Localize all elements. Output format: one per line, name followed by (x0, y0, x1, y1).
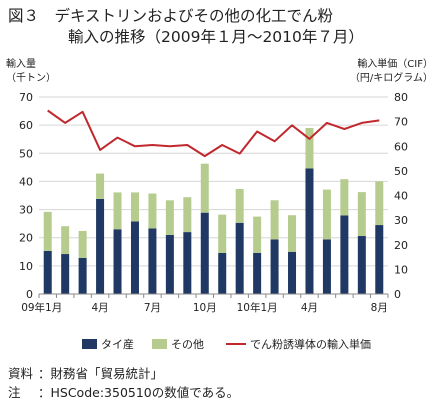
bar-tai (148, 228, 157, 294)
source-note-text: ：財務省「貿易統計」 (38, 366, 164, 381)
bar-other (305, 127, 314, 169)
left-axis-tick-label: 50 (19, 147, 33, 160)
right-axis-tick-label: 50 (394, 165, 408, 178)
x-axis-tick-label: 10月 (193, 302, 217, 314)
bar-tai (375, 225, 384, 294)
bar-other (288, 215, 297, 252)
chart-title-line2: 輸入の推移（2009年１月〜2010年７月） (68, 28, 364, 46)
x-axis-tick-label: 4月 (301, 302, 318, 314)
bar-tai (113, 229, 122, 294)
bar-other (200, 163, 209, 213)
right-axis-header: 輸入単価（CIF） （円/キログラム） (350, 58, 433, 86)
bar-other (61, 226, 70, 255)
bar-other (322, 189, 331, 240)
bar-other (218, 214, 227, 253)
bar-other (340, 179, 349, 216)
bar-other (270, 200, 279, 240)
left-axis-tick-label: 0 (26, 288, 33, 301)
bar-other (357, 192, 366, 237)
bar-other (113, 192, 122, 230)
bar-tai (218, 252, 227, 294)
right-axis-tick-label: 20 (394, 239, 408, 252)
left-axis-tick-label: 70 (19, 91, 33, 104)
right-axis-header-line1: 輸入単価（CIF） (357, 59, 433, 70)
bar-tai (357, 236, 366, 294)
notes-block: 資料 ：財務省「貿易統計」 注 ：HSCode:350510の数値である。 (8, 364, 239, 402)
legend-swatch-tai (82, 339, 97, 349)
source-note: 資料 ：財務省「貿易統計」 (8, 364, 239, 383)
bar-tai (96, 198, 105, 294)
left-axis-tick-label: 10 (19, 260, 33, 273)
right-axis-header-line2: （円/キログラム） (349, 73, 433, 84)
bar-tai (43, 250, 52, 294)
hscode-note-text: ：HSCode:350510の数値である。 (38, 385, 240, 400)
bar-other (253, 216, 262, 253)
x-axis-tick-label: 8月 (371, 302, 388, 314)
bar-tai (78, 257, 87, 294)
left-axis-tick-label: 30 (19, 204, 33, 217)
legend-swatch-other (152, 339, 167, 349)
bar-other (78, 230, 87, 258)
bar-other (165, 200, 174, 235)
left-axis-header-line1: 輸入量 (6, 59, 36, 70)
right-axis-tick-label: 30 (394, 214, 408, 227)
bar-tai (183, 232, 192, 294)
bar-tai (253, 252, 262, 294)
chart-canvas: 0 10 20 30 40 50 60 70 0 10 20 30 40 50 60 70 80 09年1月 4月 7… (19, 91, 408, 351)
right-axis-tick-label: 0 (394, 288, 401, 301)
left-axis-tick-label: 60 (19, 119, 33, 132)
bar-other (130, 192, 139, 222)
price-line (47, 109, 380, 158)
bar-tai (130, 221, 139, 294)
left-axis-header: 輸入量 （千トン） (6, 58, 56, 86)
bar-tai (288, 251, 297, 294)
bar-tai (270, 239, 279, 294)
right-axis-tick-label: 80 (394, 91, 408, 104)
x-axis-tick-label: 4月 (91, 302, 108, 314)
chart-title: 図３ デキストリンおよびその他の化工でん粉 輸入の推移（2009年１月〜2010… (8, 6, 364, 48)
hscode-note-key: 注 (8, 385, 21, 400)
right-axis-tick-label: 10 (394, 263, 408, 276)
legend-label-other: その他 (171, 338, 204, 351)
bar-other (375, 181, 384, 226)
bar-tai (200, 212, 209, 294)
x-axis-tick-label: 10年1月 (237, 301, 278, 314)
legend-label-tai: タイ産 (101, 338, 134, 351)
bar-other (235, 189, 244, 223)
x-axis-tick-label: 09年1月 (21, 301, 62, 314)
bar-tai (340, 215, 349, 294)
legend-label-price: でん粉誘導体の輸入単価 (250, 337, 371, 351)
bar-tai (61, 254, 70, 294)
chart-title-line1: 図３ デキストリンおよびその他の化工でん粉 (8, 7, 334, 25)
bar-other (148, 193, 157, 229)
hscode-note: 注 ：HSCode:350510の数値である。 (8, 383, 239, 402)
right-axis-tick-label: 70 (394, 116, 408, 129)
left-axis-tick-label: 40 (19, 175, 33, 188)
right-axis-tick-label: 60 (394, 140, 408, 153)
left-axis-tick-label: 20 (19, 232, 33, 245)
bar-other (43, 211, 52, 251)
bar-tai (322, 239, 331, 294)
bar-other (96, 173, 105, 199)
bar-other (183, 197, 192, 233)
x-axis-tick-label: 7月 (144, 302, 161, 314)
bar-tai (305, 168, 314, 294)
left-axis-header-line2: （千トン） (6, 73, 56, 84)
bar-tai (165, 234, 174, 294)
source-note-key: 資料 (8, 366, 34, 381)
bar-tai (235, 222, 244, 294)
right-axis-tick-label: 40 (394, 190, 408, 203)
